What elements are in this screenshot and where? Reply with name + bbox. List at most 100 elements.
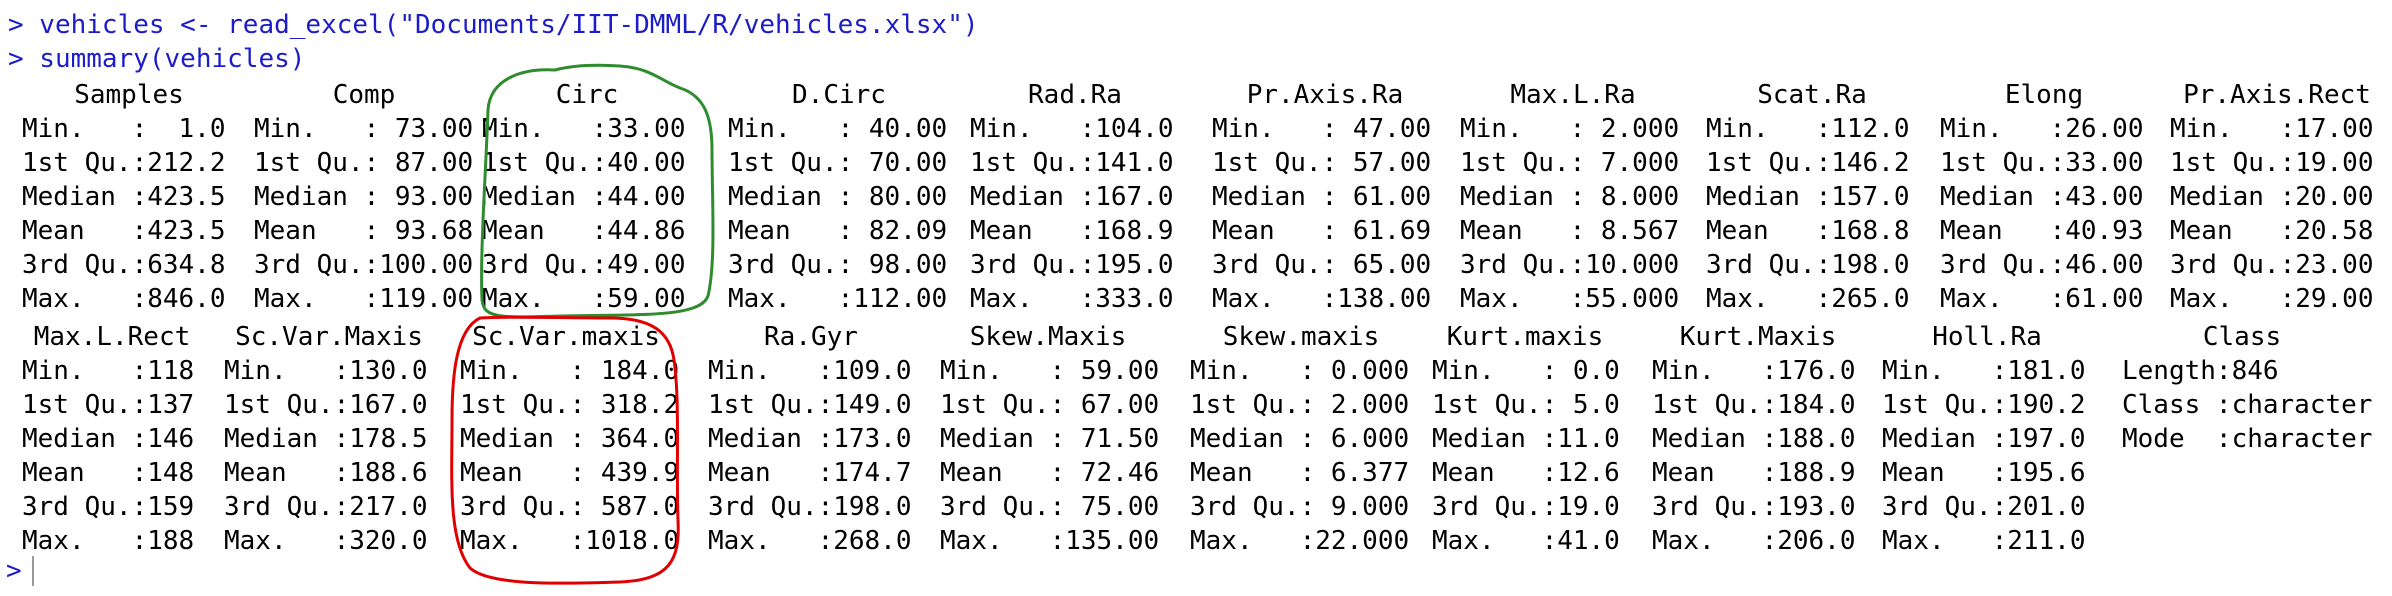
summary-cell: 3rd Qu.: 587.0	[460, 492, 680, 522]
read-excel-command: > vehicles <- read_excel("Documents/IIT-…	[8, 10, 979, 40]
summary-cell: 1st Qu.:212.2	[22, 148, 226, 178]
summary-cell: 1st Qu.:40.00	[482, 148, 686, 178]
summary-cell: 3rd Qu.: 65.00	[1212, 250, 1432, 280]
summary-cell: 1st Qu.: 318.2	[460, 390, 680, 420]
summary-cell: 3rd Qu.: 98.00	[728, 250, 948, 280]
summary-command: > summary(vehicles)	[8, 44, 306, 74]
summary-cell: Median :178.5	[224, 424, 428, 454]
summary-cell: Min. :181.0	[1882, 356, 2086, 386]
summary-cell: Median : 71.50	[940, 424, 1160, 454]
column-header: Kurt.maxis	[1446, 322, 1604, 352]
summary-cell: Min. : 2.000	[1460, 114, 1680, 144]
summary-cell: Median : 93.00	[254, 182, 474, 212]
summary-cell: 1st Qu.: 7.000	[1460, 148, 1680, 178]
summary-cell: 3rd Qu.:193.0	[1652, 492, 1856, 522]
summary-cell: 1st Qu.: 67.00	[940, 390, 1160, 420]
summary-cell: Max. :119.00	[254, 284, 474, 314]
summary-cell: 1st Qu.:184.0	[1652, 390, 1856, 420]
summary-cell: Mean : 93.68	[254, 216, 474, 246]
summary-cell: 1st Qu.: 87.00	[254, 148, 474, 178]
summary-cell: 3rd Qu.: 9.000	[1190, 492, 1410, 522]
column-header: Max.L.Ra	[1510, 80, 1636, 110]
summary-cell: Max. :135.00	[940, 526, 1160, 556]
summary-cell: 3rd Qu.:198.0	[1706, 250, 1910, 280]
column-header: Elong	[2004, 80, 2084, 110]
summary-cell: Mean :168.8	[1706, 216, 1910, 246]
summary-cell: Min. :130.0	[224, 356, 428, 386]
column-header: Skew.maxis	[1222, 322, 1380, 352]
summary-cell: Max. :59.00	[482, 284, 686, 314]
summary-cell: Max. :29.00	[2170, 284, 2374, 314]
summary-cell: 1st Qu.: 57.00	[1212, 148, 1432, 178]
summary-cell: Min. : 1.0	[22, 114, 226, 144]
summary-cell: 1st Qu.:190.2	[1882, 390, 2086, 420]
summary-cell: 1st Qu.:149.0	[708, 390, 912, 420]
summary-cell: 1st Qu.:137	[22, 390, 195, 420]
column-header: Max.L.Rect	[33, 322, 191, 352]
summary-cell: Length:846	[2122, 356, 2279, 386]
summary-cell: 3rd Qu.:159	[22, 492, 195, 522]
summary-cell: Max. :846.0	[22, 284, 226, 314]
summary-cell: 3rd Qu.:49.00	[482, 250, 686, 280]
summary-cell: Median :197.0	[1882, 424, 2086, 454]
summary-cell: Min. : 0.0	[1432, 356, 1620, 386]
summary-cell: Max. :1018.0	[460, 526, 680, 556]
summary-cell: Max. :333.0	[970, 284, 1174, 314]
summary-cell: Mean :148	[22, 458, 195, 488]
summary-cell: 3rd Qu.:634.8	[22, 250, 226, 280]
summary-cell: 3rd Qu.: 75.00	[940, 492, 1160, 522]
summary-cell: Min. : 59.00	[940, 356, 1160, 386]
summary-cell: Median :167.0	[970, 182, 1174, 212]
summary-cell: Mean :12.6	[1432, 458, 1620, 488]
summary-cell: Max. :268.0	[708, 526, 912, 556]
summary-cell: Max. :41.0	[1432, 526, 1620, 556]
column-header: Skew.Maxis	[969, 322, 1127, 352]
red-circle-annotation	[450, 315, 680, 585]
summary-cell: 3rd Qu.:100.00	[254, 250, 474, 280]
summary-cell: Median : 364.0	[460, 424, 680, 454]
column-header: Holl.Ra	[1932, 322, 2042, 352]
summary-cell: Median : 6.000	[1190, 424, 1410, 454]
summary-cell: Median : 8.000	[1460, 182, 1680, 212]
summary-cell: Mean :195.6	[1882, 458, 2086, 488]
summary-cell: Mean :174.7	[708, 458, 912, 488]
summary-cell: Max. :61.00	[1940, 284, 2144, 314]
column-header: Circ	[555, 80, 619, 110]
summary-cell: Median :157.0	[1706, 182, 1910, 212]
summary-cell: Median :146	[22, 424, 195, 454]
summary-cell: Mean :40.93	[1940, 216, 2144, 246]
summary-cell: Median :20.00	[2170, 182, 2374, 212]
summary-cell: 1st Qu.: 2.000	[1190, 390, 1410, 420]
summary-cell: 3rd Qu.:19.0	[1432, 492, 1620, 522]
summary-cell: Median :11.0	[1432, 424, 1620, 454]
summary-cell: Mean :188.9	[1652, 458, 1856, 488]
summary-cell: 1st Qu.:19.00	[2170, 148, 2374, 178]
summary-cell: Median :44.00	[482, 182, 686, 212]
column-header: Rad.Ra	[1028, 80, 1122, 110]
summary-cell: Median :173.0	[708, 424, 912, 454]
summary-cell: Min. :176.0	[1652, 356, 1856, 386]
summary-cell: Class :character	[2122, 390, 2373, 420]
column-header: Comp	[332, 80, 396, 110]
summary-cell: 3rd Qu.:10.000	[1460, 250, 1680, 280]
console-prompt[interactable]: >	[6, 556, 22, 586]
summary-cell: Max. :22.000	[1190, 526, 1410, 556]
summary-cell: 3rd Qu.:46.00	[1940, 250, 2144, 280]
column-header: Samples	[74, 80, 184, 110]
summary-cell: Median :188.0	[1652, 424, 1856, 454]
summary-cell: Mode :character	[2122, 424, 2373, 454]
summary-cell: Median :43.00	[1940, 182, 2144, 212]
column-header: Class	[2202, 322, 2282, 352]
summary-cell: 3rd Qu.:195.0	[970, 250, 1174, 280]
summary-cell: 3rd Qu.:217.0	[224, 492, 428, 522]
summary-cell: Max. :206.0	[1652, 526, 1856, 556]
summary-cell: Max. :188	[22, 526, 195, 556]
summary-cell: Mean : 439.9	[460, 458, 680, 488]
summary-cell: Min. : 40.00	[728, 114, 948, 144]
summary-cell: Mean : 6.377	[1190, 458, 1410, 488]
column-header: D.Circ	[792, 80, 886, 110]
summary-cell: Median :423.5	[22, 182, 226, 212]
summary-cell: Min. :112.0	[1706, 114, 1910, 144]
summary-cell: 3rd Qu.:198.0	[708, 492, 912, 522]
